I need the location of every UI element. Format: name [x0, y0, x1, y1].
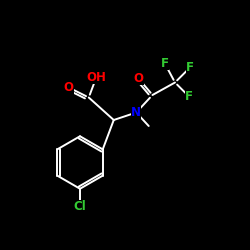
Text: Cl: Cl — [74, 200, 86, 213]
Text: OH: OH — [86, 71, 106, 84]
Text: O: O — [134, 72, 144, 85]
Text: F: F — [185, 90, 193, 103]
Text: F: F — [186, 61, 194, 74]
Text: O: O — [64, 81, 74, 94]
Text: F: F — [161, 57, 169, 70]
Text: N: N — [131, 106, 141, 119]
